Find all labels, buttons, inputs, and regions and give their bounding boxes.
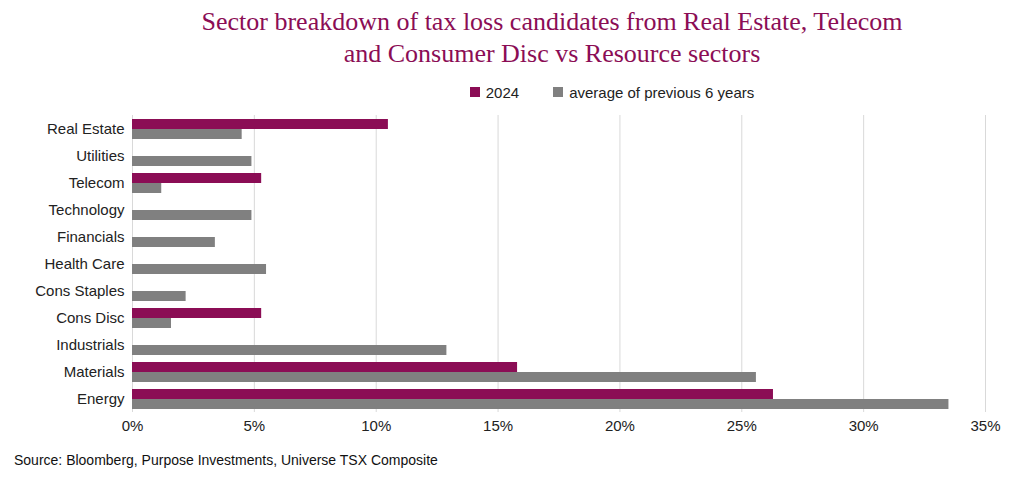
svg-text:25%: 25% xyxy=(727,417,757,434)
svg-text:Industrials: Industrials xyxy=(56,336,124,353)
svg-text:Cons Staples: Cons Staples xyxy=(35,282,124,299)
html-text:average of previous 6 years: average of previous 6 years xyxy=(569,83,755,101)
svg-text:Energy: Energy xyxy=(77,390,125,407)
svg-text:Real Estate: Real Estate xyxy=(47,120,125,137)
svg-text:Health Care: Health Care xyxy=(44,255,124,272)
svg-text:30%: 30% xyxy=(849,417,879,434)
svg-text:0%: 0% xyxy=(122,417,144,434)
svg-text:Utilities: Utilities xyxy=(76,147,124,164)
html-text:Sector breakdown of tax loss c: Sector breakdown of tax loss candidates … xyxy=(201,7,903,36)
html-text:Source: Bloomberg, Purpose Inv: Source: Bloomberg, Purpose Investments, … xyxy=(14,452,438,468)
svg-text:15%: 15% xyxy=(483,417,513,434)
svg-text:Technology: Technology xyxy=(49,201,125,218)
html-text:and Consumer Disc vs Resource: and Consumer Disc vs Resource sectors xyxy=(343,39,761,68)
svg-text:Telecom: Telecom xyxy=(69,174,125,191)
svg-text:10%: 10% xyxy=(361,417,391,434)
svg-text:Cons Disc: Cons Disc xyxy=(56,309,125,326)
svg-text:Materials: Materials xyxy=(64,363,125,380)
svg-text:Financials: Financials xyxy=(57,228,125,245)
html-text:2024: 2024 xyxy=(485,83,520,101)
svg-text:5%: 5% xyxy=(244,417,266,434)
svg-text:20%: 20% xyxy=(605,417,635,434)
svg-text:35%: 35% xyxy=(970,417,1000,434)
